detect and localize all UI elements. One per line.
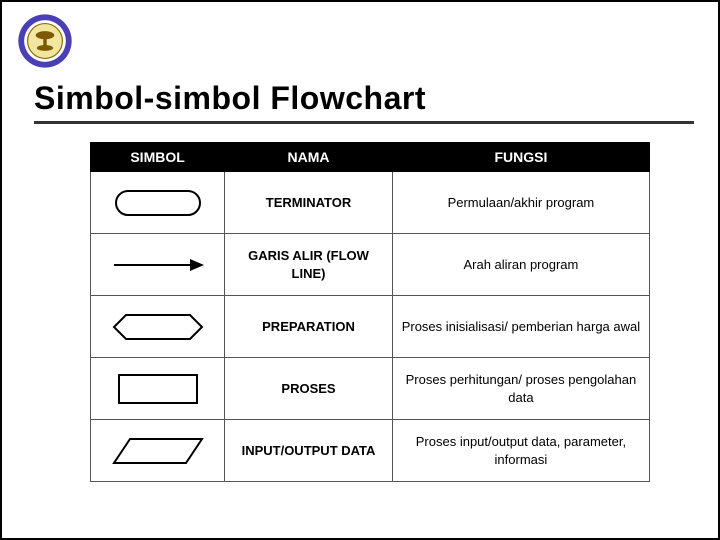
nama-cell: GARIS ALIR (FLOW LINE) [225,234,393,296]
table-row: TERMINATOR Permulaan/akhir program [91,172,650,234]
page-title: Simbol-simbol Flowchart [34,80,694,117]
fungsi-cell: Proses inisialisasi/ pemberian harga awa… [392,296,649,358]
terminator-icon [110,185,206,221]
nama-cell: TERMINATOR [225,172,393,234]
nama-cell: INPUT/OUTPUT DATA [225,420,393,482]
fungsi-cell: Proses input/output data, parameter, inf… [392,420,649,482]
table-row: PREPARATION Proses inisialisasi/ pemberi… [91,296,650,358]
col-fungsi: FUNGSI [392,143,649,172]
title-rule [34,121,694,124]
symbol-cell [91,234,225,296]
slide-frame: Simbol-simbol Flowchart SIMBOL NAMA FUNG… [0,0,720,540]
university-logo [16,12,74,70]
preparation-icon [108,307,208,347]
fungsi-cell: Permulaan/akhir program [392,172,649,234]
symbol-table-wrap: SIMBOL NAMA FUNGSI TERMINATOR Permulaan/… [90,142,650,482]
fungsi-cell: Arah aliran program [392,234,649,296]
nama-cell: PROSES [225,358,393,420]
table-row: GARIS ALIR (FLOW LINE) Arah aliran progr… [91,234,650,296]
nama-cell: PREPARATION [225,296,393,358]
symbol-cell [91,172,225,234]
table-row: PROSES Proses perhitungan/ proses pengol… [91,358,650,420]
symbol-cell [91,420,225,482]
symbol-cell [91,358,225,420]
flowline-icon [108,253,208,277]
process-icon [113,369,203,409]
col-nama: NAMA [225,143,393,172]
table-row: INPUT/OUTPUT DATA Proses input/output da… [91,420,650,482]
io-icon [108,431,208,471]
col-simbol: SIMBOL [91,143,225,172]
fungsi-cell: Proses perhitungan/ proses pengolahan da… [392,358,649,420]
symbol-cell [91,296,225,358]
symbol-table: SIMBOL NAMA FUNGSI TERMINATOR Permulaan/… [90,142,650,482]
title-block: Simbol-simbol Flowchart [34,80,694,124]
table-header-row: SIMBOL NAMA FUNGSI [91,143,650,172]
